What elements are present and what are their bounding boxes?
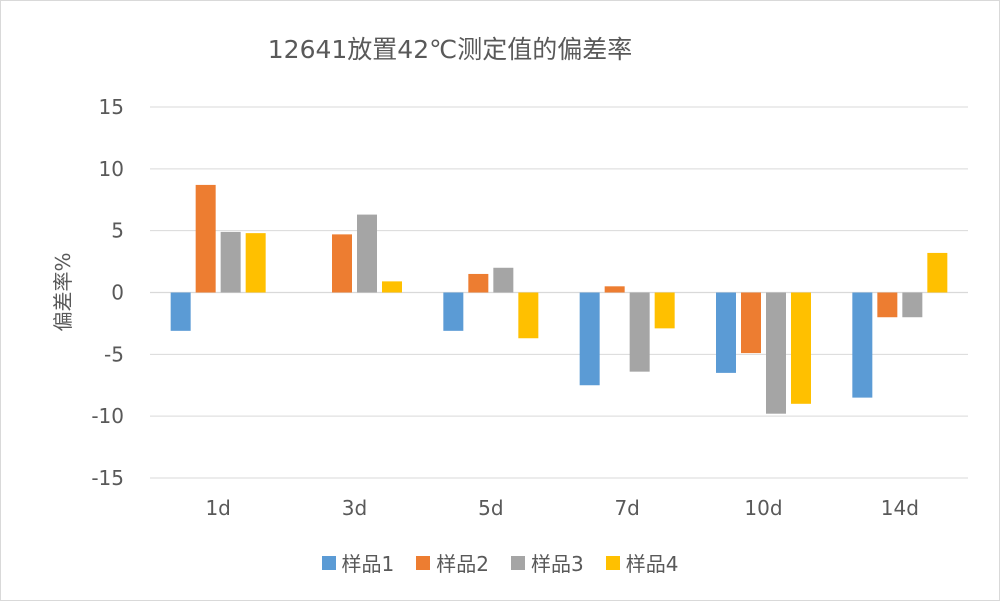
legend-swatch <box>511 555 525 570</box>
y-tick-label: -10 <box>91 404 124 428</box>
bars <box>170 184 948 414</box>
bar-10d-series-3 <box>766 292 786 414</box>
y-tick-label: 10 <box>99 157 124 181</box>
legend-item-3: 样品3 <box>511 548 584 577</box>
legend-label: 样品1 <box>341 552 395 576</box>
bar-1d-series-4 <box>245 233 266 293</box>
bar-3d-series-4 <box>382 281 402 293</box>
legend-label: 样品2 <box>436 552 489 576</box>
bar-14d-series-4 <box>927 252 948 293</box>
bar-14d-series-2 <box>877 292 898 318</box>
legend-swatch <box>416 555 431 570</box>
bar-1d-series-2 <box>195 184 216 293</box>
legend-item-1: 样品1 <box>321 548 395 577</box>
bar-3d-series-2 <box>332 234 352 293</box>
bar-10d-series-1 <box>716 292 736 373</box>
gridlines <box>150 106 968 479</box>
legend-swatch <box>605 555 620 570</box>
x-tick-label: 3d <box>342 496 367 520</box>
x-tick-label: 1d <box>205 496 230 520</box>
bar-5d-series-2 <box>468 273 489 293</box>
x-tick-label: 7d <box>614 496 639 520</box>
x-tick-labels: 1d 3d 5d 7d 10d 14d <box>205 496 918 520</box>
legend-item-4: 样品4 <box>605 548 679 577</box>
bar-5d-series-3 <box>493 267 514 293</box>
y-tick-labels: 15 10 5 0 -5 -10 -15 <box>91 95 124 490</box>
legend-label: 样品4 <box>625 552 679 576</box>
x-tick-label: 14d <box>881 496 919 520</box>
bar-7d-series-4 <box>654 292 675 329</box>
bar-10d-series-2 <box>741 292 761 354</box>
legend-swatch <box>321 555 336 570</box>
bar-7d-series-1 <box>579 292 600 386</box>
chart-title: 12641放置42℃测定值的偏差率 <box>267 35 633 64</box>
y-tick-label: 15 <box>99 95 124 119</box>
bar-10d-series-4 <box>791 292 811 404</box>
x-tick-label: 10d <box>744 496 782 520</box>
y-tick-label: -5 <box>104 342 124 366</box>
y-tick-label: -15 <box>91 466 124 490</box>
bar-1d-series-1 <box>170 292 191 331</box>
y-tick-label: 5 <box>111 219 124 243</box>
legend: 样品1 样品2 样品3 样品4 <box>0 548 1000 577</box>
bar-7d-series-2 <box>604 286 625 293</box>
y-axis-label: 偏差率% <box>51 252 75 331</box>
bar-1d-series-3 <box>220 231 241 293</box>
bar-14d-series-1 <box>852 292 873 398</box>
legend-label: 样品3 <box>531 552 584 576</box>
bar-7d-series-3 <box>629 292 650 372</box>
y-tick-label: 0 <box>111 281 124 305</box>
legend-item-2: 样品2 <box>416 548 489 577</box>
bar-5d-series-4 <box>518 292 539 339</box>
bar-5d-series-1 <box>443 292 464 331</box>
bar-3d-series-3 <box>357 214 377 293</box>
bar-14d-series-3 <box>902 292 923 318</box>
x-tick-label: 5d <box>478 496 503 520</box>
